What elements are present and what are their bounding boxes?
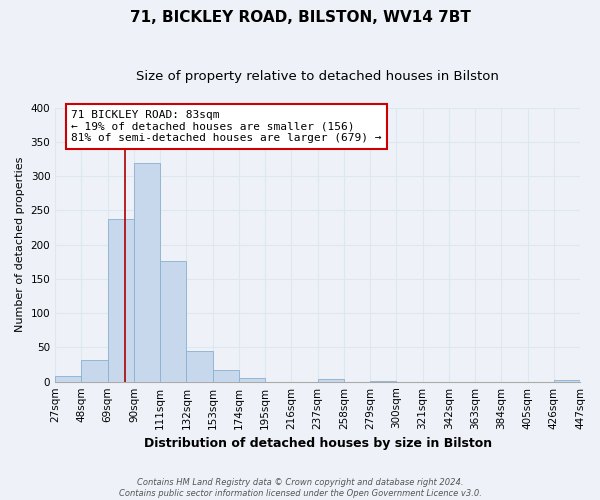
Bar	[55, 376, 82, 382]
Y-axis label: Number of detached properties: Number of detached properties	[15, 157, 25, 332]
Bar	[239, 378, 265, 382]
Bar	[187, 351, 212, 382]
Bar	[212, 370, 239, 382]
Bar	[370, 381, 397, 382]
Bar	[554, 380, 580, 382]
Bar	[160, 261, 187, 382]
Bar	[82, 360, 107, 382]
Title: Size of property relative to detached houses in Bilston: Size of property relative to detached ho…	[136, 70, 499, 83]
Text: 71, BICKLEY ROAD, BILSTON, WV14 7BT: 71, BICKLEY ROAD, BILSTON, WV14 7BT	[130, 10, 470, 25]
Text: Contains HM Land Registry data © Crown copyright and database right 2024.
Contai: Contains HM Land Registry data © Crown c…	[119, 478, 481, 498]
Bar	[134, 162, 160, 382]
Bar	[107, 218, 134, 382]
Text: 71 BICKLEY ROAD: 83sqm
← 19% of detached houses are smaller (156)
81% of semi-de: 71 BICKLEY ROAD: 83sqm ← 19% of detached…	[71, 110, 382, 143]
X-axis label: Distribution of detached houses by size in Bilston: Distribution of detached houses by size …	[143, 437, 491, 450]
Bar	[317, 379, 344, 382]
